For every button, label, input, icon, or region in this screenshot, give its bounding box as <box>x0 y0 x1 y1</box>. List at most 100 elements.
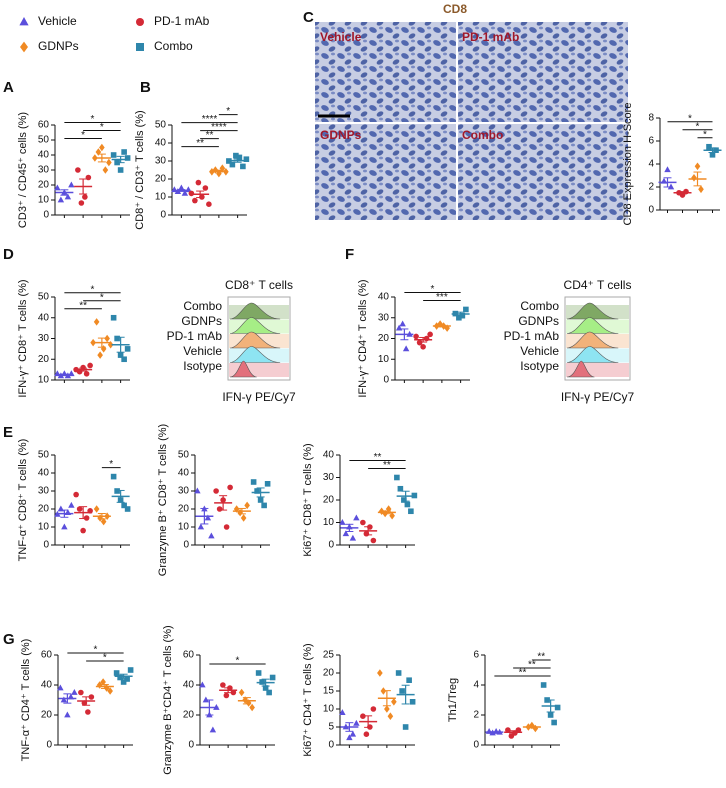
data-point <box>83 370 90 377</box>
significance-label: * <box>100 122 104 133</box>
flow-x-label: IFN-γ PE/Cy7 <box>561 390 635 404</box>
data-point <box>121 502 127 509</box>
y-axis-label: CD8⁺ / CD3⁺ T cells (%) <box>134 110 146 229</box>
data-point <box>401 497 407 503</box>
data-point <box>113 670 120 676</box>
data-point <box>399 320 406 327</box>
data-point <box>349 730 357 737</box>
data-point <box>339 709 346 715</box>
data-point <box>197 523 205 530</box>
y-tick-label: 10 <box>323 704 335 715</box>
legend-marker <box>136 18 144 26</box>
data-point <box>349 534 357 541</box>
y-tick-label: 20 <box>41 710 53 721</box>
data-point <box>124 676 130 682</box>
y-tick-label: 4 <box>648 159 654 170</box>
data-point <box>706 143 712 150</box>
y-tick-label: 40 <box>38 468 50 479</box>
data-point <box>261 502 267 509</box>
data-point <box>249 703 255 712</box>
y-tick-label: 60 <box>183 650 195 661</box>
data-point <box>88 694 95 700</box>
panel-letter: C <box>303 9 314 26</box>
y-axis-label: Ki67⁺ CD8⁺ T cells (%) <box>302 443 314 556</box>
y-tick-label: 30 <box>155 156 167 167</box>
y-tick-label: 6 <box>473 650 479 661</box>
data-point <box>667 183 675 190</box>
y-tick-label: 0 <box>43 540 49 551</box>
significance-label: ** <box>537 652 545 663</box>
y-tick-label: 20 <box>183 710 195 721</box>
flow-row-label: Combo <box>520 299 559 313</box>
quadrant-label: GDNPs <box>320 128 362 142</box>
data-point <box>78 689 84 696</box>
data-point <box>83 515 90 521</box>
data-point <box>243 156 250 162</box>
data-point <box>409 699 416 705</box>
flow-row-label: Vehicle <box>183 344 222 358</box>
data-point <box>402 345 410 352</box>
y-tick-label: 40 <box>378 292 390 303</box>
y-tick-label: 40 <box>155 138 167 149</box>
panel-letter: F <box>345 246 354 263</box>
data-point <box>244 501 250 510</box>
micrograph <box>315 22 628 220</box>
legend-label: PD-1 mAb <box>154 14 210 28</box>
y-tick-label: 0 <box>383 375 389 386</box>
data-point <box>80 527 86 534</box>
data-point <box>554 704 561 711</box>
significance-label: * <box>696 121 700 132</box>
flow-histogram <box>229 302 281 320</box>
y-tick-label: 8 <box>648 113 654 124</box>
y-tick-label: 20 <box>38 354 50 365</box>
data-point <box>75 167 81 173</box>
data-point <box>227 484 233 491</box>
panel-letter: D <box>3 246 14 263</box>
significance-label: * <box>226 106 230 117</box>
y-tick-label: 60 <box>38 120 50 131</box>
data-point <box>57 196 65 203</box>
data-point <box>202 185 209 191</box>
y-tick-label: 10 <box>378 354 390 365</box>
data-point <box>269 674 276 681</box>
data-point <box>384 705 390 713</box>
data-point <box>230 689 237 696</box>
y-axis-label: Th1/Treg <box>447 678 459 722</box>
data-point <box>195 179 202 186</box>
data-point <box>370 706 377 712</box>
significance-label: ** <box>528 660 536 671</box>
panel-letter: A <box>3 79 14 96</box>
data-point <box>110 152 117 158</box>
data-point <box>194 487 201 494</box>
data-point <box>540 682 547 688</box>
data-point <box>413 333 419 340</box>
data-point <box>127 667 134 673</box>
y-axis-label: CD3⁺ / CD45⁺ cells (%) <box>17 112 29 228</box>
y-tick-label: 20 <box>38 180 50 191</box>
data-point <box>262 685 269 691</box>
significance-label: ** <box>79 300 87 311</box>
data-point <box>342 530 350 537</box>
y-tick-label: 20 <box>323 668 335 679</box>
legend-label: GDNPs <box>38 39 79 53</box>
data-point <box>110 473 117 480</box>
data-point <box>192 197 198 204</box>
data-point <box>188 190 195 197</box>
significance-label: ** <box>374 452 382 463</box>
data-point <box>209 726 217 733</box>
data-point <box>709 152 716 158</box>
significance-label: ** <box>383 460 391 471</box>
data-point <box>202 696 210 703</box>
data-point <box>106 158 112 167</box>
data-point <box>100 517 107 526</box>
significance-label: * <box>91 114 95 125</box>
data-point <box>54 184 61 191</box>
legend-marker <box>20 41 28 53</box>
y-tick-label: 40 <box>41 680 53 691</box>
data-point <box>71 689 78 695</box>
y-tick-label: 40 <box>183 680 195 691</box>
data-point <box>229 161 236 168</box>
data-point <box>420 344 426 350</box>
data-point <box>220 682 226 688</box>
